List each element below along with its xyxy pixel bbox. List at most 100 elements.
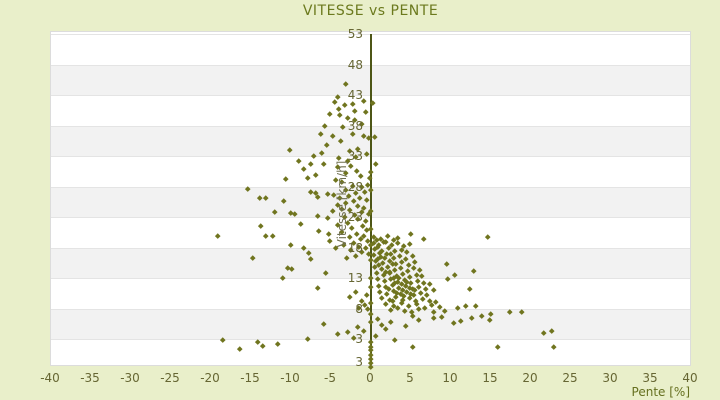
- data-point: [316, 228, 322, 234]
- y-tick-label: 23: [347, 210, 363, 224]
- data-point: [296, 157, 302, 163]
- y-axis-bottom-label: 3: [355, 355, 363, 369]
- y-tick-label: 13: [347, 271, 363, 285]
- y-tick-label: 3: [355, 332, 363, 346]
- y-tick-label: 18: [347, 240, 363, 255]
- data-point: [421, 279, 427, 285]
- data-point: [326, 230, 332, 236]
- x-tick-label: 15: [482, 371, 498, 385]
- data-point: [376, 282, 382, 288]
- data-point: [410, 343, 416, 349]
- x-tick-label: -20: [200, 371, 220, 385]
- data-point: [383, 239, 389, 245]
- data-point: [377, 288, 383, 294]
- data-point: [237, 346, 243, 352]
- data-point: [424, 291, 430, 297]
- x-tick-label: 30: [602, 371, 618, 385]
- data-point: [364, 292, 370, 298]
- x-tick-label: -40: [40, 371, 60, 385]
- data-point: [382, 278, 388, 284]
- data-point: [395, 235, 401, 241]
- data-point: [495, 344, 501, 350]
- x-axis-title: Pente [%]: [631, 385, 690, 399]
- data-point: [283, 176, 289, 182]
- data-point: [421, 235, 427, 241]
- data-point: [354, 168, 360, 174]
- x-axis-tick-labels: -40 -35 -30 -25 -20 -15 -10 -5 0 5 10 15 20 25 30 35 40: [40, 371, 697, 386]
- data-point: [350, 101, 356, 107]
- data-point: [431, 287, 437, 293]
- data-point: [422, 285, 428, 291]
- data-point: [418, 290, 424, 296]
- x-tick-label: -25: [160, 371, 180, 385]
- data-point: [420, 296, 426, 302]
- data-point: [313, 171, 319, 177]
- data-point: [406, 241, 412, 247]
- data-point: [337, 112, 343, 118]
- x-tick-label: 20: [522, 371, 538, 385]
- data-point: [354, 230, 360, 236]
- data-point: [349, 225, 355, 231]
- data-point: [258, 223, 264, 229]
- data-point: [362, 218, 368, 224]
- data-point: [280, 275, 286, 281]
- data-point: [390, 282, 396, 288]
- y-tick-label: 43: [347, 88, 363, 102]
- data-point: [263, 233, 269, 239]
- data-point: [429, 302, 435, 308]
- data-point: [215, 232, 221, 238]
- x-tick-label: -10: [280, 371, 300, 385]
- plot-area: 53 48 43 38 33 28 23 18 13 8 3 3 Vitesse [km/h]: [50, 27, 691, 369]
- data-point: [298, 221, 304, 227]
- data-point: [342, 102, 348, 108]
- x-tick-label: -5: [324, 371, 336, 385]
- data-point: [414, 277, 420, 283]
- x-tick-label: 0: [366, 371, 374, 385]
- y-tick-label: 53: [347, 27, 363, 41]
- x-tick-label: -15: [240, 371, 260, 385]
- x-tick-label: 40: [682, 371, 698, 385]
- chart-title: VITESSE vs PENTE: [302, 3, 439, 19]
- data-point: [382, 301, 388, 307]
- data-point: [394, 240, 400, 246]
- data-point: [416, 284, 422, 290]
- data-point: [358, 173, 364, 179]
- x-tick-label: -35: [80, 371, 100, 385]
- data-point: [406, 295, 412, 301]
- data-point: [305, 336, 311, 342]
- data-point: [327, 111, 333, 117]
- data-point: [368, 299, 374, 305]
- y-tick-label: 33: [347, 149, 363, 163]
- y-tick-label: 38: [347, 118, 363, 133]
- data-point: [408, 231, 414, 237]
- data-point: [374, 276, 380, 282]
- data-point: [466, 286, 472, 292]
- data-point: [275, 340, 281, 346]
- x-tick-label: 25: [562, 371, 578, 385]
- data-point: [336, 106, 342, 112]
- y-tick-label: 48: [347, 57, 363, 72]
- data-point: [398, 300, 404, 306]
- data-point: [426, 281, 432, 286]
- x-tick-label: -30: [120, 371, 140, 385]
- data-point: [305, 175, 311, 181]
- x-tick-label: 5: [406, 371, 414, 385]
- data-point: [368, 168, 374, 174]
- data-point: [308, 161, 314, 167]
- data-point: [260, 343, 266, 349]
- data-point: [433, 299, 439, 305]
- data-point: [315, 285, 321, 291]
- data-point: [384, 290, 390, 296]
- data-point: [385, 233, 391, 239]
- data-point: [551, 344, 557, 350]
- data-point: [485, 234, 491, 240]
- data-point: [363, 109, 369, 115]
- data-point: [445, 276, 451, 282]
- data-point: [368, 275, 374, 281]
- data-point: [270, 232, 276, 238]
- data-point: [347, 294, 353, 300]
- data-point: [379, 295, 385, 300]
- y-tick-label: 8: [355, 301, 363, 316]
- data-point: [352, 107, 358, 113]
